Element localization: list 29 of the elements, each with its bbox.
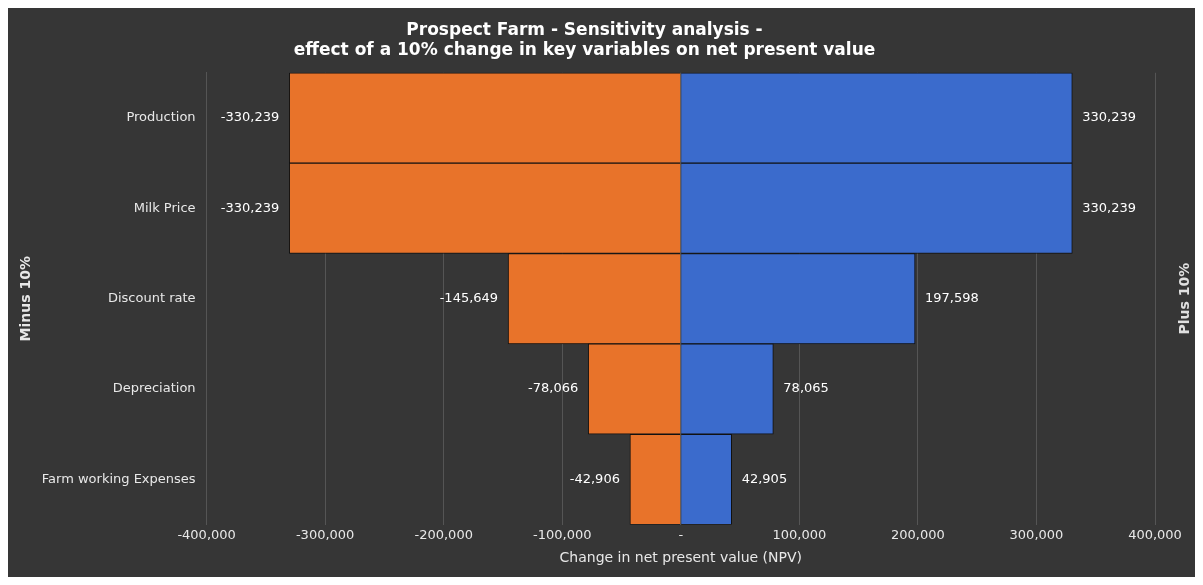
x-tick-label: -200,000 — [414, 526, 473, 542]
chart-subtitle: effect of a 10% change in key variables on net present value — [293, 39, 876, 60]
data-label: -145,649 — [439, 290, 499, 306]
y-tick-label: Discount rate — [107, 290, 196, 306]
data-label: 42,905 — [741, 470, 788, 486]
chart-title: Prospect Farm - Sensitivity analysis - — [406, 18, 763, 39]
data-label: 330,239 — [1082, 199, 1137, 215]
y-axis-title: Minus 10% — [17, 256, 34, 342]
data-label: -330,239 — [220, 199, 280, 215]
x-tick-label: 300,000 — [1009, 526, 1064, 542]
x-tick-label: -400,000 — [177, 526, 236, 542]
data-label: 197,598 — [925, 290, 979, 306]
x-tick-label: 100,000 — [772, 526, 827, 542]
x-tick-label: 200,000 — [891, 526, 945, 542]
x-tick-label: -100,000 — [533, 526, 592, 542]
data-label: -78,066 — [528, 380, 579, 396]
data-label: -330,239 — [220, 109, 280, 125]
x-tick-label: -300,000 — [295, 526, 355, 542]
y-tick-label: Production — [126, 109, 196, 125]
y-tick-label: Milk Price — [133, 199, 196, 215]
y-tick-label: Depreciation — [112, 380, 196, 396]
x-tick-label: - — [678, 526, 684, 542]
data-label: 78,065 — [783, 380, 829, 396]
y2-axis-title: Plus 10% — [1175, 262, 1192, 335]
x-axis-title: Change in net present value (NPV) — [559, 549, 803, 566]
y-tick-label: Farm working Expenses — [41, 470, 196, 486]
x-tick-label: 400,000 — [1128, 526, 1182, 542]
data-label: 330,239 — [1082, 109, 1137, 125]
data-label: -42,906 — [569, 470, 620, 486]
